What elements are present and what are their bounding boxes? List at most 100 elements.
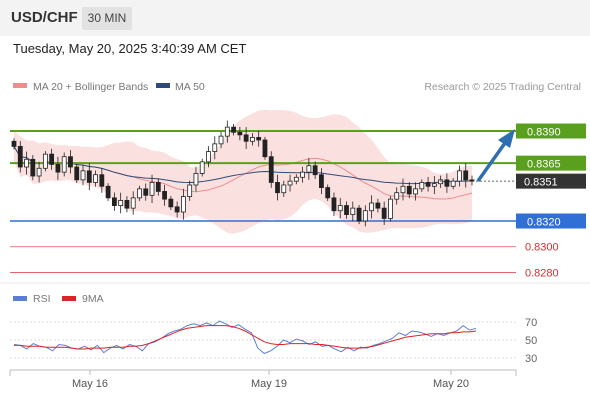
candle xyxy=(61,152,67,177)
level-resistance-0-8365: 0.8365 xyxy=(10,155,586,171)
candle xyxy=(300,166,306,183)
candle xyxy=(49,148,55,170)
rsi-legend-swatch xyxy=(13,296,27,301)
candle xyxy=(419,179,425,192)
rsi-tick-label: 70 xyxy=(525,317,537,329)
candle xyxy=(93,170,98,187)
candle xyxy=(105,183,111,201)
candle xyxy=(319,168,324,195)
candle xyxy=(11,138,17,150)
candle xyxy=(55,156,61,180)
candle xyxy=(256,130,262,147)
candle xyxy=(218,131,224,149)
candle xyxy=(187,180,193,201)
timestamp: Tuesday, May 20, 2025 3:40:39 AM CET xyxy=(13,41,247,56)
candle xyxy=(406,182,412,199)
candle xyxy=(130,191,136,215)
ma20-legend-label: MA 20 + Bollinger Bands xyxy=(33,81,148,93)
candle xyxy=(243,127,249,149)
candle xyxy=(293,174,299,185)
candle xyxy=(250,133,255,146)
candle xyxy=(99,168,105,193)
candle xyxy=(381,201,387,225)
candle xyxy=(425,177,431,192)
timeframe-button[interactable]: 30 MIN xyxy=(82,7,132,30)
rsi-tick-label: 30 xyxy=(525,353,537,365)
candle xyxy=(325,184,331,201)
candle xyxy=(36,161,42,183)
candle xyxy=(287,174,293,192)
candle xyxy=(149,174,155,203)
rsi-tick-label: 50 xyxy=(525,335,537,347)
candle xyxy=(394,187,400,205)
candle xyxy=(224,120,230,143)
x-tick-label: May 19 xyxy=(251,378,287,390)
candle xyxy=(237,126,243,141)
rsi-ma-line xyxy=(14,325,477,350)
candle xyxy=(212,136,218,160)
candle xyxy=(180,188,186,220)
level-target-0-8300: 0.8300 xyxy=(10,242,559,254)
level-label: 0.8320 xyxy=(527,217,561,229)
candle xyxy=(362,205,368,227)
level-label: 0.8300 xyxy=(525,242,559,254)
candle xyxy=(199,158,205,177)
price-panel: 0.8390 0.8365 0.8351 0.8320 0.8300 0.8280 xyxy=(10,109,586,279)
candle xyxy=(137,185,142,201)
candle xyxy=(74,163,80,183)
level-label: 0.8365 xyxy=(527,159,561,171)
candle xyxy=(162,184,167,206)
candle xyxy=(344,201,349,219)
candle xyxy=(68,150,73,174)
candle xyxy=(400,178,406,201)
rsi-legend-label: RSI xyxy=(33,293,51,305)
candle xyxy=(143,183,149,201)
symbol-title: USD/CHF xyxy=(11,9,78,26)
candle xyxy=(337,197,343,219)
candle xyxy=(388,196,393,222)
candle xyxy=(124,196,130,213)
candle xyxy=(457,165,462,187)
ma50-legend-label: MA 50 xyxy=(175,81,205,93)
top-bar: USD/CHF 30 MIN xyxy=(0,0,590,36)
x-tick-label: May 20 xyxy=(433,378,469,390)
candle xyxy=(281,180,287,197)
candle xyxy=(193,166,199,192)
rsi-panel: 70 50 30 xyxy=(10,317,537,365)
candle xyxy=(80,165,86,186)
level-target-0-8280: 0.8280 xyxy=(10,267,559,279)
candle xyxy=(356,205,362,225)
candle xyxy=(438,175,444,188)
forecast-arrow xyxy=(476,129,515,183)
candle xyxy=(350,201,356,222)
candle xyxy=(262,136,268,160)
candle xyxy=(30,155,36,181)
x-tick-label: May 16 xyxy=(72,378,108,390)
candle xyxy=(268,151,274,188)
candle xyxy=(42,151,48,172)
ma50-line xyxy=(13,146,473,185)
candle xyxy=(231,124,236,136)
candle xyxy=(331,192,337,217)
candle xyxy=(431,176,437,194)
candle xyxy=(312,161,318,179)
candle xyxy=(118,192,124,214)
candle xyxy=(174,201,180,218)
level-label: 0.8390 xyxy=(527,127,561,139)
candle xyxy=(444,173,450,193)
ma50-legend-swatch xyxy=(156,83,170,88)
candle xyxy=(86,163,92,191)
candle xyxy=(155,178,161,196)
candle xyxy=(24,151,29,175)
candle xyxy=(463,163,469,188)
rsi-ma-legend-label: 9MA xyxy=(82,293,104,305)
candle xyxy=(206,146,211,168)
rsi-ma-legend-swatch xyxy=(62,296,76,301)
candle xyxy=(369,195,375,219)
rsi-line xyxy=(13,320,477,355)
ma20-legend-swatch xyxy=(13,83,27,88)
level-label: 0.8351 xyxy=(524,177,558,189)
candle xyxy=(275,174,280,201)
candle xyxy=(17,141,23,173)
level-support-0-8320: 0.8320 xyxy=(10,213,586,229)
